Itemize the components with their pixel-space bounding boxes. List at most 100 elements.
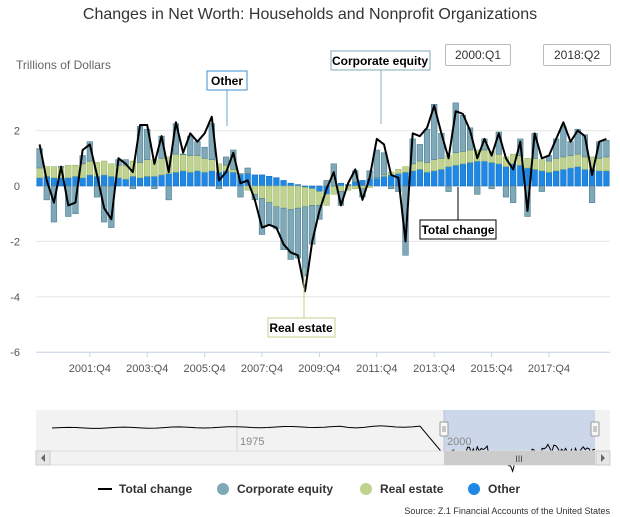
bar-real-estate[interactable] xyxy=(136,162,144,178)
total-change-line[interactable] xyxy=(38,104,607,293)
bar-corporate-equity[interactable] xyxy=(50,185,58,223)
bar-real-estate[interactable] xyxy=(266,185,273,203)
bar-other[interactable] xyxy=(337,182,345,187)
bar-other[interactable] xyxy=(538,170,545,187)
bar-real-estate[interactable] xyxy=(280,185,287,209)
bar-corporate-equity[interactable] xyxy=(301,206,309,277)
legend-item-total-change[interactable]: Total change xyxy=(98,482,192,496)
scrollbar-thumb[interactable] xyxy=(444,451,595,465)
bar-real-estate[interactable] xyxy=(258,185,266,199)
bar-real-estate[interactable] xyxy=(301,187,309,208)
navigator-selection[interactable] xyxy=(444,410,595,451)
bar-other[interactable] xyxy=(416,169,423,187)
bar-other[interactable] xyxy=(144,176,151,187)
bar-real-estate[interactable] xyxy=(574,153,581,167)
bar-corporate-equity[interactable] xyxy=(266,202,273,226)
navigator[interactable]: 1975 2000 III xyxy=(0,400,620,473)
bar-corporate-equity[interactable] xyxy=(294,207,301,259)
bar-other[interactable] xyxy=(258,174,266,187)
bar-other[interactable] xyxy=(574,166,581,187)
bar-other[interactable] xyxy=(495,163,502,187)
bar-real-estate[interactable] xyxy=(481,149,488,162)
bar-other[interactable] xyxy=(459,163,467,187)
bar-other[interactable] xyxy=(280,180,287,187)
navigator-right-handle[interactable] xyxy=(590,421,600,437)
bar-real-estate[interactable] xyxy=(65,164,72,178)
bar-other[interactable] xyxy=(86,174,93,187)
bar-other[interactable] xyxy=(251,174,258,187)
bar-real-estate[interactable] xyxy=(36,167,43,178)
bar-other[interactable] xyxy=(596,170,603,187)
bar-corporate-equity[interactable] xyxy=(488,185,495,190)
bar-corporate-equity[interactable] xyxy=(603,140,610,158)
bar-other[interactable] xyxy=(373,177,380,187)
bar-other[interactable] xyxy=(266,176,273,187)
bar-other[interactable] xyxy=(481,160,488,187)
bar-other[interactable] xyxy=(431,170,438,187)
bar-corporate-equity[interactable] xyxy=(588,185,596,203)
bar-other[interactable] xyxy=(273,177,280,187)
bar-real-estate[interactable] xyxy=(581,156,588,170)
bar-real-estate[interactable] xyxy=(287,185,294,210)
bar-corporate-equity[interactable] xyxy=(474,185,481,195)
bar-other[interactable] xyxy=(352,181,359,187)
bar-corporate-equity[interactable] xyxy=(431,103,438,160)
bar-real-estate[interactable] xyxy=(538,159,545,172)
bar-real-estate[interactable] xyxy=(466,149,474,163)
bar-other[interactable] xyxy=(603,170,610,187)
bar-corporate-equity[interactable] xyxy=(510,185,517,203)
bar-other[interactable] xyxy=(36,177,43,187)
bar-corporate-equity[interactable] xyxy=(560,126,567,158)
bar-real-estate[interactable] xyxy=(438,158,445,170)
bar-other[interactable] xyxy=(502,166,510,187)
bar-real-estate[interactable] xyxy=(423,162,431,173)
bar-corporate-equity[interactable] xyxy=(223,156,230,166)
bar-corporate-equity[interactable] xyxy=(43,185,50,201)
bar-real-estate[interactable] xyxy=(395,169,402,174)
bar-real-estate[interactable] xyxy=(416,160,423,170)
bar-real-estate[interactable] xyxy=(459,151,467,165)
bar-real-estate[interactable] xyxy=(172,153,180,173)
bar-real-estate[interactable] xyxy=(201,158,208,173)
bar-other[interactable] xyxy=(316,185,323,192)
bar-corporate-equity[interactable] xyxy=(380,152,388,176)
bar-corporate-equity[interactable] xyxy=(194,141,201,156)
legend-item-corporate-equity[interactable]: Corporate equity xyxy=(217,482,333,496)
bar-real-estate[interactable] xyxy=(402,166,409,173)
bar-real-estate[interactable] xyxy=(337,185,345,192)
bar-real-estate[interactable] xyxy=(144,159,151,177)
bar-other[interactable] xyxy=(567,167,574,187)
bar-other[interactable] xyxy=(423,171,431,187)
bar-other[interactable] xyxy=(309,185,316,190)
bar-corporate-equity[interactable] xyxy=(280,207,287,251)
bar-real-estate[interactable] xyxy=(545,160,553,173)
bar-real-estate[interactable] xyxy=(309,188,316,206)
bar-real-estate[interactable] xyxy=(330,185,337,195)
bar-real-estate[interactable] xyxy=(187,155,194,173)
bar-real-estate[interactable] xyxy=(294,185,301,209)
bar-other[interactable] xyxy=(136,177,144,187)
bar-other[interactable] xyxy=(194,170,201,187)
bar-real-estate[interactable] xyxy=(158,158,165,176)
bar-real-estate[interactable] xyxy=(495,153,502,165)
bar-corporate-equity[interactable] xyxy=(86,141,93,162)
bar-real-estate[interactable] xyxy=(72,164,79,177)
bar-real-estate[interactable] xyxy=(524,158,531,169)
bar-real-estate[interactable] xyxy=(101,160,108,176)
bar-other[interactable] xyxy=(230,171,237,187)
bar-other[interactable] xyxy=(488,162,495,187)
bar-real-estate[interactable] xyxy=(179,153,187,172)
bar-corporate-equity[interactable] xyxy=(151,185,158,190)
bar-other[interactable] xyxy=(380,176,388,187)
navigator-left-handle[interactable] xyxy=(439,421,449,437)
bar-real-estate[interactable] xyxy=(194,155,201,172)
bar-other[interactable] xyxy=(581,169,588,187)
bar-real-estate[interactable] xyxy=(352,185,359,190)
bar-corporate-equity[interactable] xyxy=(108,185,115,228)
legend-item-real-estate[interactable]: Real estate xyxy=(360,482,443,496)
bar-other[interactable] xyxy=(165,173,172,187)
bar-other[interactable] xyxy=(151,176,158,187)
bar-real-estate[interactable] xyxy=(431,159,438,172)
bar-real-estate[interactable] xyxy=(50,166,58,178)
bar-other[interactable] xyxy=(179,170,187,187)
